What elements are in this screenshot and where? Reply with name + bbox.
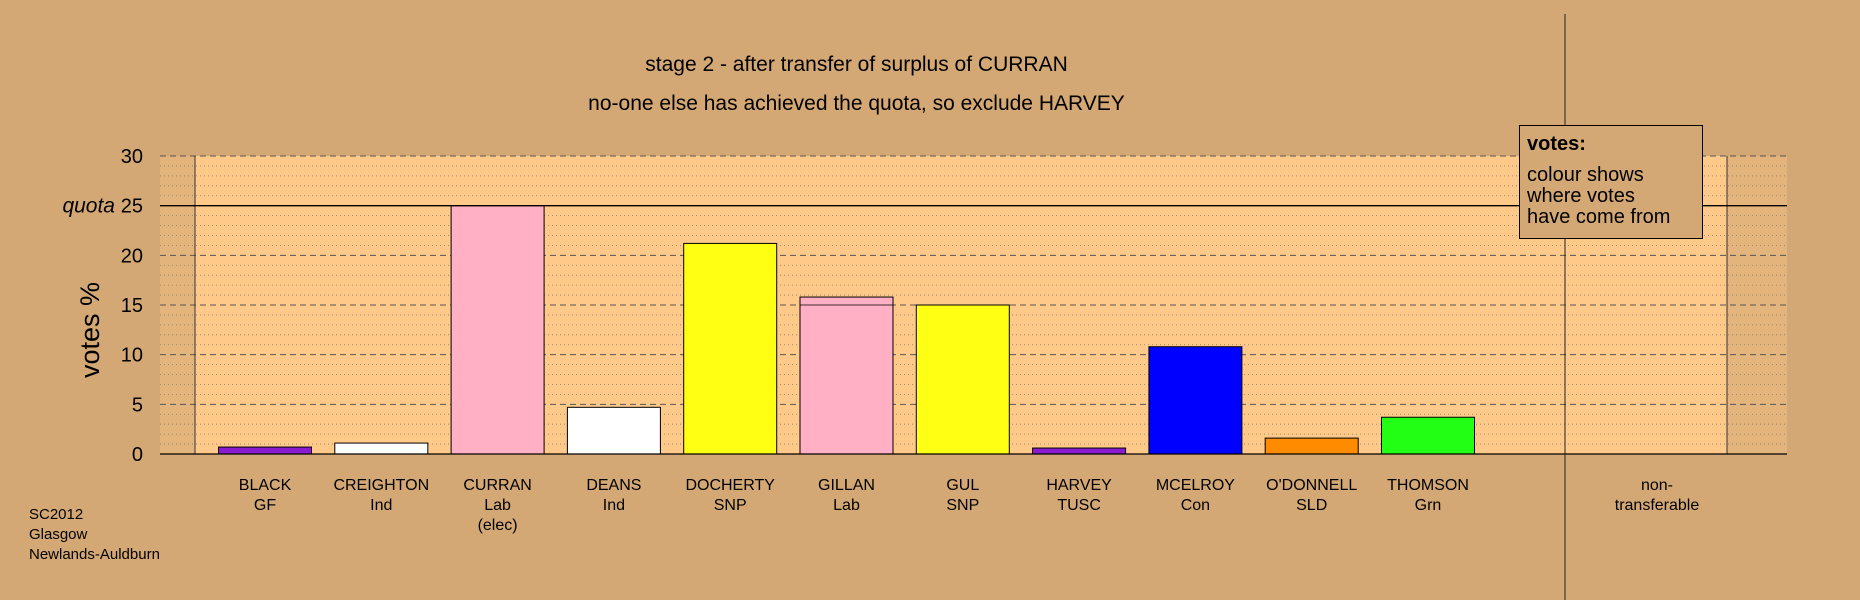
y-axis-label: votes % (75, 282, 105, 378)
x-tick-label: THOMSON (1387, 477, 1469, 494)
legend-box: votes: colour shows where votes have com… (1519, 125, 1703, 239)
x-tick-label: CURRAN (463, 477, 531, 494)
legend-title: votes: (1527, 133, 1586, 155)
bar-docherty (683, 242, 778, 455)
x-tick-label: MCELROY (1156, 477, 1235, 494)
quota-label: quota (62, 195, 115, 218)
bar-creighton (334, 442, 429, 455)
y-tick-label: 5 (132, 394, 143, 416)
bar-curran (450, 205, 545, 455)
bar-gillan (799, 296, 894, 455)
x-tick-label: GUL (946, 477, 979, 494)
chart-subtitle: no-one else has achieved the quota, so e… (588, 92, 1125, 115)
x-tick-label: DEANS (586, 477, 641, 494)
x-tick-sublabel: GF (254, 497, 276, 514)
x-tick-label: DOCHERTY (685, 477, 775, 494)
legend-body: colour shows where votes have come from (1527, 164, 1671, 228)
x-tick-label: CREIGHTON (333, 477, 429, 494)
y-tick-label: 10 (121, 345, 143, 367)
footer-line-1: SC2012 (29, 506, 84, 523)
y-tick-label: 25 (121, 196, 143, 218)
y-tick-label: 30 (121, 146, 143, 168)
x-tick-sublabel: SNP (946, 497, 979, 514)
x-tick-label: non- (1641, 477, 1673, 494)
x-tick-sublabel: Lab (833, 497, 860, 514)
x-tick-sublabel: Ind (370, 497, 392, 514)
chart-title: stage 2 - after transfer of surplus of C… (645, 53, 1068, 76)
x-tick-sublabel: Lab (484, 497, 511, 514)
x-tick-label: O'DONNELL (1266, 477, 1357, 494)
x-tick-label: HARVEY (1046, 477, 1112, 494)
bar-odonnell (1264, 437, 1359, 455)
x-tick-sublabel: TUSC (1057, 497, 1101, 514)
x-tick-sublabel: SNP (714, 497, 747, 514)
x-tick-sublabel: (elec) (478, 517, 518, 534)
x-tick-sublabel: transferable (1615, 497, 1700, 514)
x-tick-label: GILLAN (818, 477, 875, 494)
footer-line-3: Newlands-Auldburn (29, 546, 160, 563)
bar-gul (915, 304, 1010, 455)
bar-harvey (1032, 447, 1127, 455)
x-tick-sublabel: Grn (1415, 497, 1442, 514)
footer: SC2012 Glasgow Newlands-Auldburn (29, 505, 160, 565)
x-tick-label: BLACK (239, 477, 292, 494)
bar-black (218, 446, 312, 455)
x-tick-sublabel: Con (1181, 497, 1210, 514)
bar-deans (566, 406, 661, 455)
footer-line-2: Glasgow (29, 526, 88, 543)
bar-mcelroy (1148, 346, 1243, 455)
x-tick-sublabel: Ind (603, 497, 625, 514)
y-tick-label: 15 (121, 295, 143, 317)
y-tick-label: 0 (132, 444, 143, 466)
bar-thomson (1381, 416, 1475, 455)
x-tick-sublabel: SLD (1296, 497, 1327, 514)
y-tick-label: 20 (121, 245, 143, 267)
